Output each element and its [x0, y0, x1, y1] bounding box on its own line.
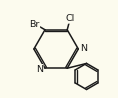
Text: N: N [36, 64, 43, 74]
Text: Br: Br [29, 20, 40, 29]
Text: N: N [80, 44, 87, 54]
Text: Cl: Cl [65, 14, 74, 23]
